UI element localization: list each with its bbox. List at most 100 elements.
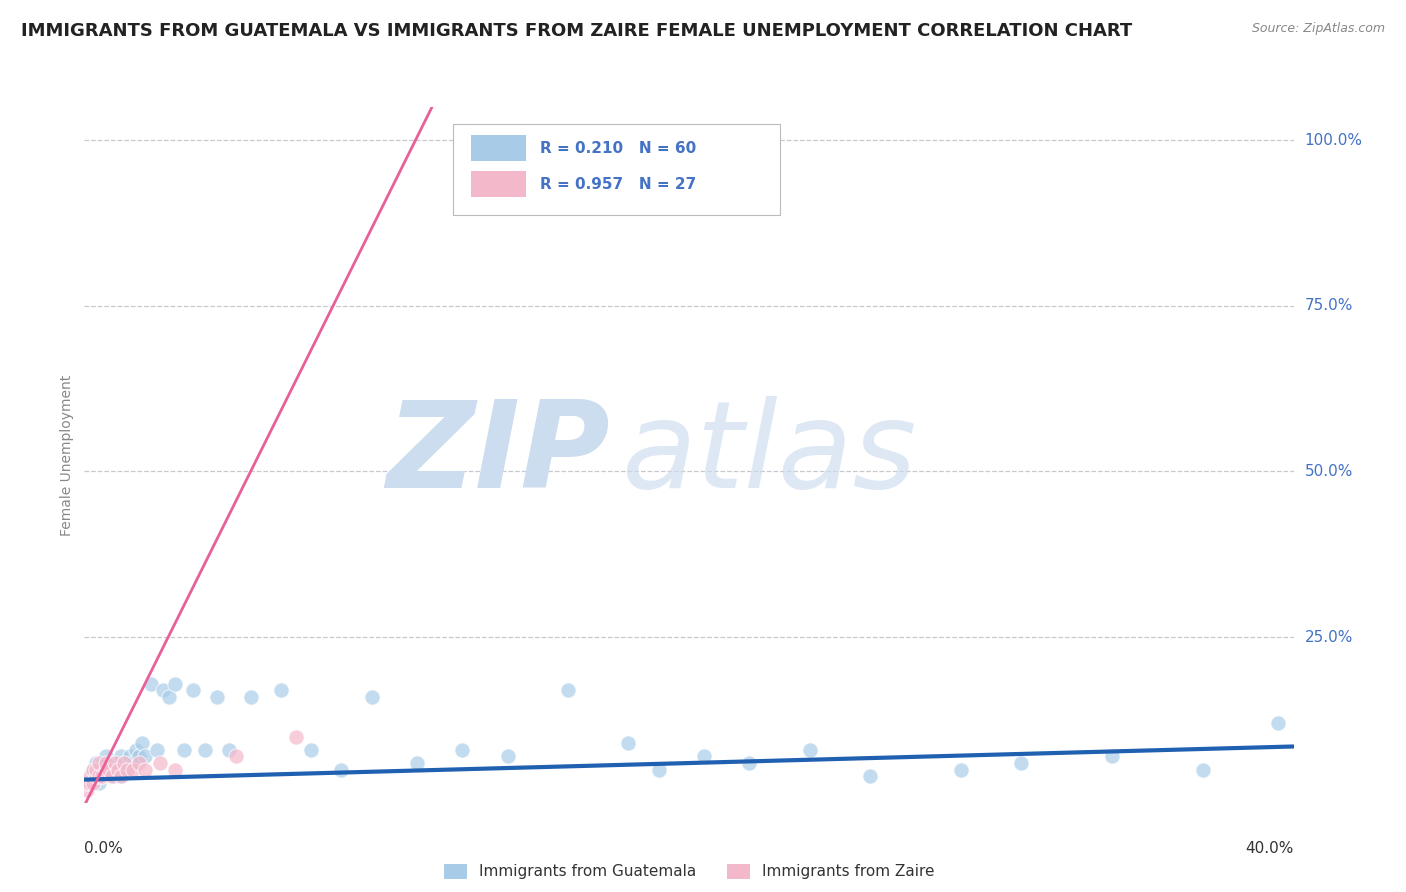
Point [86, 763, 108, 777]
Point [859, 769, 882, 783]
Point [299, 743, 322, 757]
Text: ZIP: ZIP [387, 396, 610, 514]
Point [225, 749, 247, 764]
Point [139, 676, 162, 690]
Point [89, 769, 111, 783]
Point [330, 763, 353, 777]
Point [86, 769, 108, 783]
Point [76, 776, 98, 790]
Text: 75.0%: 75.0% [1305, 298, 1353, 313]
Point [104, 769, 127, 783]
Point [557, 683, 579, 698]
Point [163, 763, 186, 777]
Point [152, 683, 174, 698]
Text: IMMIGRANTS FROM GUATEMALA VS IMMIGRANTS FROM ZAIRE FEMALE UNEMPLOYMENT CORRELATI: IMMIGRANTS FROM GUATEMALA VS IMMIGRANTS … [21, 22, 1132, 40]
Point [91, 769, 114, 783]
Point [110, 769, 132, 783]
Point [79, 769, 101, 783]
Point [107, 756, 129, 770]
Point [94, 763, 117, 777]
Point [86, 769, 108, 783]
Point [79, 776, 101, 790]
Point [89, 756, 111, 770]
Point [181, 683, 204, 698]
Point [107, 763, 129, 777]
Point [86, 756, 108, 770]
Point [104, 756, 127, 770]
Point [94, 749, 117, 764]
Text: Source: ZipAtlas.com: Source: ZipAtlas.com [1251, 22, 1385, 36]
Point [97, 763, 120, 777]
Point [1267, 716, 1289, 731]
Point [104, 763, 127, 777]
Point [1101, 749, 1123, 764]
Point [100, 756, 122, 770]
Text: 100.0%: 100.0% [1305, 133, 1362, 148]
Point [799, 743, 821, 757]
Point [406, 756, 429, 770]
Text: R = 0.957   N = 27: R = 0.957 N = 27 [540, 177, 696, 192]
Point [146, 743, 169, 757]
Point [128, 749, 150, 764]
Point [97, 763, 120, 777]
Point [738, 756, 761, 770]
Point [270, 683, 292, 698]
Legend: Immigrants from Guatemala, Immigrants from Zaire: Immigrants from Guatemala, Immigrants fr… [437, 857, 941, 886]
Point [76, 782, 98, 797]
Text: 25.0%: 25.0% [1305, 630, 1353, 645]
Point [110, 749, 132, 764]
Point [97, 769, 120, 783]
Point [163, 676, 186, 690]
Point [118, 749, 141, 764]
Point [194, 743, 217, 757]
Bar [471, 171, 526, 197]
Point [121, 763, 143, 777]
Point [112, 763, 135, 777]
Text: 0.0%: 0.0% [84, 841, 124, 856]
Text: atlas: atlas [623, 396, 918, 514]
Point [100, 769, 122, 783]
Point [91, 756, 114, 770]
Point [131, 736, 153, 750]
Point [128, 756, 150, 770]
Point [647, 763, 671, 777]
FancyBboxPatch shape [453, 124, 779, 215]
Point [82, 763, 104, 777]
Point [82, 776, 104, 790]
Point [149, 756, 172, 770]
Point [115, 763, 138, 777]
Point [496, 749, 519, 764]
Point [207, 690, 229, 704]
Point [89, 776, 111, 790]
Point [79, 776, 101, 790]
Point [218, 743, 240, 757]
Point [125, 743, 148, 757]
Point [284, 730, 308, 744]
Y-axis label: Female Unemployment: Female Unemployment [60, 375, 75, 535]
Text: R = 0.210   N = 60: R = 0.210 N = 60 [540, 141, 696, 155]
Point [360, 690, 382, 704]
Point [94, 763, 117, 777]
Point [112, 756, 135, 770]
Point [239, 690, 262, 704]
Text: 40.0%: 40.0% [1246, 841, 1294, 856]
Point [82, 763, 104, 777]
Point [110, 769, 132, 783]
Point [121, 756, 143, 770]
Point [1010, 756, 1032, 770]
Bar [471, 135, 526, 161]
Point [100, 769, 122, 783]
Point [94, 756, 117, 770]
Point [115, 763, 138, 777]
Point [134, 763, 156, 777]
Point [112, 756, 135, 770]
Point [693, 749, 716, 764]
Point [617, 736, 640, 750]
Point [950, 763, 973, 777]
Point [1191, 763, 1213, 777]
Point [91, 769, 114, 783]
Point [107, 763, 129, 777]
Point [82, 769, 104, 783]
Point [89, 763, 111, 777]
Point [157, 690, 180, 704]
